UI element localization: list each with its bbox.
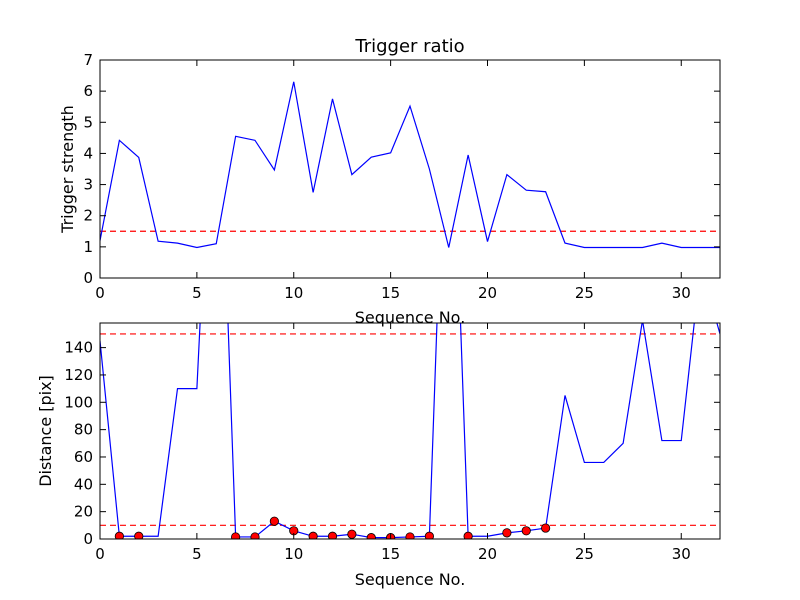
bottom-data-marker — [347, 529, 357, 539]
bottom-chart: 0 5 10 15 20 25 30 0 20 40 60 80 100 120 140 Sequence … — [36, 322, 721, 589]
top-x-tick-label: 5 — [192, 284, 202, 302]
bottom-x-tick-label: 0 — [95, 545, 105, 563]
bottom-data-marker — [114, 531, 124, 539]
top-x-tick-label: 15 — [381, 284, 400, 302]
bottom-x-axis-label: Sequence No. — [355, 570, 466, 589]
top-x-tick-label: 10 — [284, 284, 303, 302]
bottom-y-tick-label: 140 — [64, 339, 93, 357]
bottom-data-marker — [424, 531, 434, 539]
bottom-x-tick-label: 5 — [192, 545, 202, 563]
bottom-x-tick-label: 10 — [284, 545, 303, 563]
top-y-tick-label: 3 — [83, 176, 93, 194]
top-x-axis-label: Sequence No. — [355, 308, 466, 327]
bottom-y-tick-label: 0 — [83, 530, 93, 548]
top-ticks: 0 5 10 15 20 25 30 0 1 2 3 4 5 6 7 — [83, 51, 720, 302]
top-clipped-layer — [100, 81, 720, 249]
bottom-x-tick-label: 30 — [672, 545, 691, 563]
top-y-tick-label: 4 — [83, 144, 93, 162]
top-y-tick-label: 7 — [83, 51, 93, 69]
bottom-y-axis-label: Distance [pix] — [36, 375, 55, 487]
bottom-axes-frame — [99, 322, 721, 540]
top-y-tick-label: 2 — [83, 207, 93, 225]
top-y-tick-label: 1 — [83, 238, 93, 256]
bottom-y-tick-label: 80 — [74, 421, 93, 439]
bottom-data-marker — [366, 533, 376, 539]
bottom-y-tick-label: 100 — [64, 393, 93, 411]
bottom-data-marker — [231, 532, 241, 539]
top-x-tick-label: 0 — [95, 284, 105, 302]
top-y-tick-label: 5 — [83, 113, 93, 131]
bottom-x-tick-label: 15 — [381, 545, 400, 563]
top-y-tick-label: 6 — [83, 82, 93, 100]
bottom-data-marker — [502, 528, 512, 538]
top-y-axis-label: Trigger strength — [58, 105, 77, 234]
bottom-data-marker — [134, 531, 144, 539]
bottom-data-marker — [405, 532, 415, 539]
bottom-data-marker — [269, 516, 279, 526]
top-chart-title: Trigger ratio — [354, 36, 464, 57]
top-x-tick-label: 30 — [672, 284, 691, 302]
top-x-tick-label: 25 — [575, 284, 594, 302]
bottom-y-tick-label: 20 — [74, 503, 93, 521]
top-plot-area — [100, 81, 720, 249]
bottom-data-marker — [463, 531, 473, 539]
bottom-data-marker — [327, 531, 338, 539]
top-y-tick-label: 0 — [83, 269, 93, 287]
bottom-clipped-layer — [100, 323, 720, 539]
bottom-x-tick-label: 25 — [575, 545, 594, 563]
bottom-y-tick-label: 120 — [64, 366, 93, 384]
bottom-ticks: 0 5 10 15 20 25 30 0 20 40 60 80 100 120 140 — [64, 323, 720, 563]
top-chart: Trigger ratio 0 5 10 15 20 25 30 0 1 2 3 4 5 6 7 Seque… — [58, 36, 721, 327]
bottom-plot-area — [100, 323, 720, 539]
bottom-data-marker — [541, 523, 551, 533]
bottom-data-marker — [250, 532, 260, 539]
top-series-line-0 — [100, 81, 720, 249]
bottom-data-marker — [521, 526, 531, 536]
bottom-y-tick-label: 40 — [74, 475, 93, 493]
bottom-x-tick-label: 20 — [478, 545, 497, 563]
top-x-tick-label: 20 — [478, 284, 497, 302]
top-axes-frame — [99, 59, 721, 279]
bottom-y-tick-label: 60 — [74, 448, 93, 466]
bottom-data-marker — [308, 531, 318, 539]
